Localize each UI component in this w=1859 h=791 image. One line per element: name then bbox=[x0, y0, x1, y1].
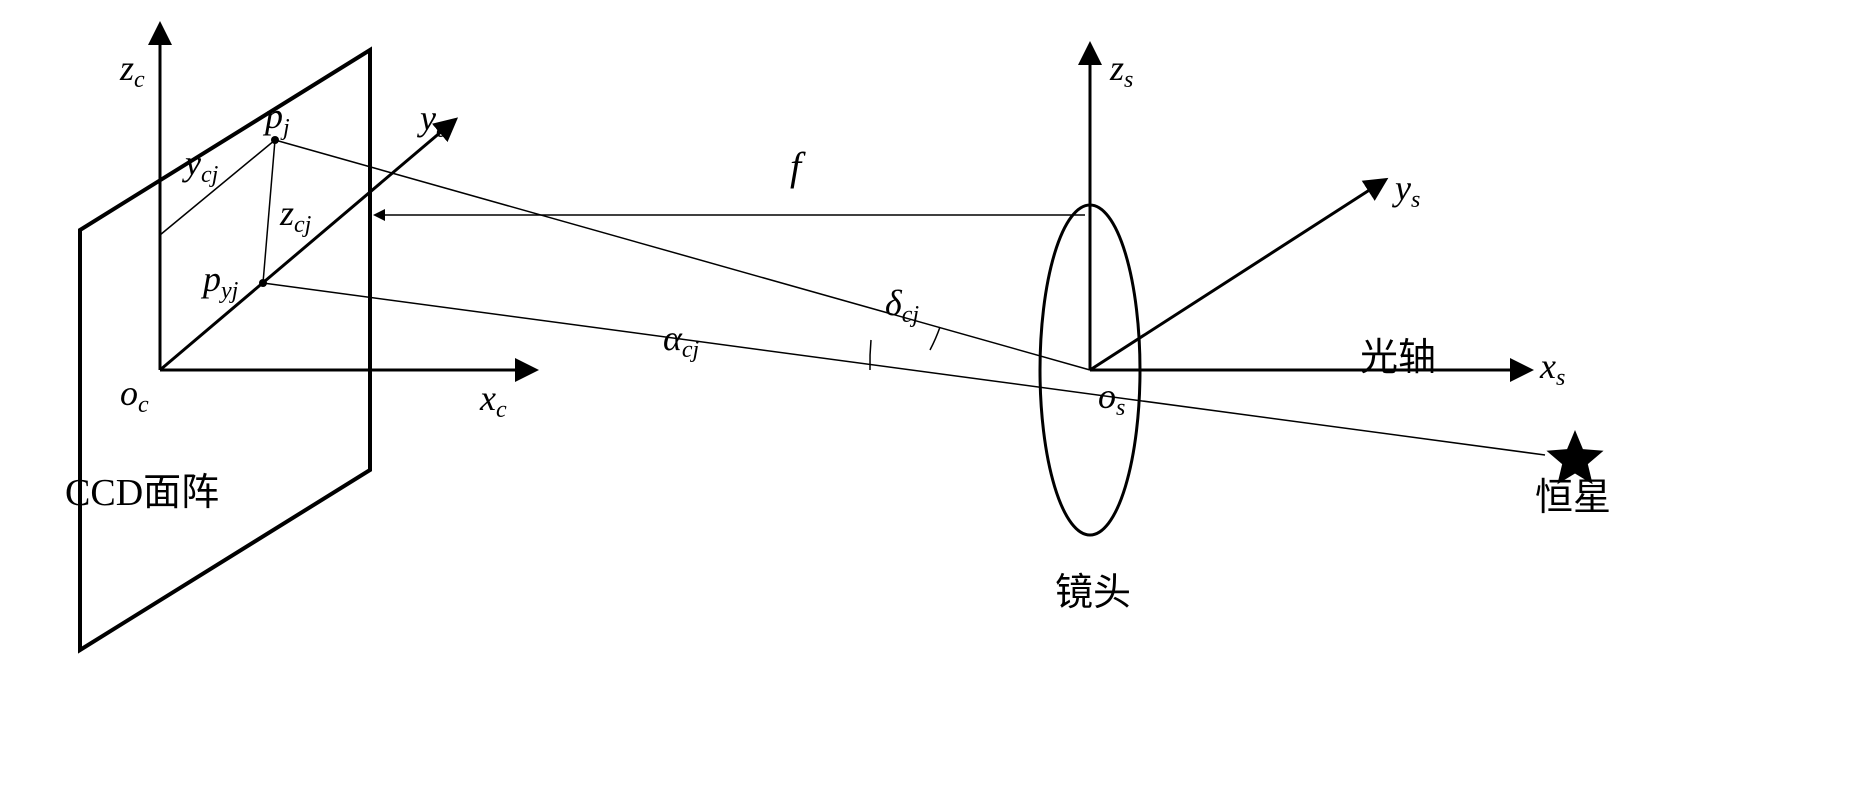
alpha-arc bbox=[870, 340, 871, 370]
optical-diagram: zcycxcoczsysxsosfpjpyjycjzcjαcjδcjCCD面阵镜… bbox=[0, 0, 1859, 791]
label-f: f bbox=[790, 144, 806, 189]
label-ycj: ycj bbox=[182, 143, 219, 188]
label-ccd-cn: CCD面阵 bbox=[65, 472, 219, 514]
label-star-cn: 恒星 bbox=[1535, 477, 1611, 519]
ccd-plane bbox=[80, 50, 370, 650]
label-ys: ys bbox=[1392, 168, 1420, 213]
label-xs: xs bbox=[1539, 346, 1565, 391]
label-pyj: pyj bbox=[200, 259, 239, 304]
label-alpha: αcj bbox=[663, 318, 700, 363]
pj-ray bbox=[275, 140, 1090, 370]
delta-arc bbox=[930, 327, 940, 350]
label-oc: oc bbox=[120, 373, 149, 418]
label-delta: δcj bbox=[885, 283, 919, 328]
label-zcj: zcj bbox=[279, 193, 312, 238]
label-zc: zc bbox=[119, 48, 145, 93]
label-zs: zs bbox=[1109, 48, 1133, 93]
axis-ys bbox=[1090, 180, 1385, 370]
label-axis-cn: 光轴 bbox=[1360, 337, 1436, 379]
label-xc: xc bbox=[479, 378, 507, 423]
axis-yc bbox=[160, 120, 455, 370]
label-yc: yc bbox=[417, 98, 447, 143]
zcj-guide bbox=[263, 140, 275, 283]
label-lens-cn: 镜头 bbox=[1055, 572, 1131, 614]
